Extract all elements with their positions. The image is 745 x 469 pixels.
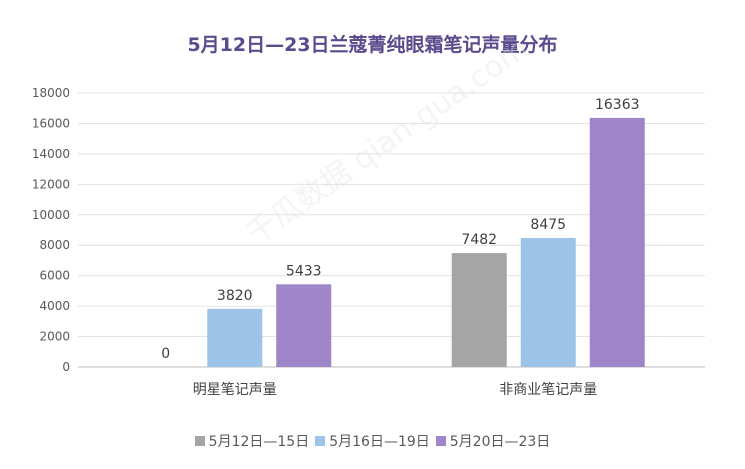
legend-label: 5月12日—15日 [208, 434, 310, 450]
x-tick-label: 非商业笔记声量 [499, 382, 597, 398]
chart-title: 5月12日—23日兰蔻菁纯眼霜笔记声量分布 [187, 34, 558, 56]
bar [520, 237, 576, 367]
legend-swatch [194, 436, 205, 446]
watermark: 千瓜数据 qian-gua.com [240, 31, 535, 252]
bar [451, 253, 507, 367]
legend: 5月12日—15日 5月16日—19日 5月20日—23日 [0, 431, 745, 451]
y-tick-label: 18000 [32, 86, 70, 100]
bar [276, 284, 332, 367]
legend-swatch [435, 436, 446, 446]
bar [207, 308, 263, 367]
bar [589, 117, 645, 367]
y-tick-label: 6000 [39, 269, 70, 283]
y-tick-label: 2000 [39, 330, 70, 344]
legend-item: 5月20日—23日 [435, 431, 551, 451]
y-tick-label: 16000 [32, 116, 70, 130]
legend-label: 5月16日—19日 [329, 434, 430, 450]
data-label: 5433 [286, 263, 322, 279]
y-tick-label: 4000 [39, 299, 70, 313]
y-tick-label: 12000 [32, 177, 70, 191]
legend-swatch [315, 436, 326, 446]
data-label: 8475 [530, 217, 566, 233]
data-label: 3820 [217, 288, 253, 304]
y-tick-label: 10000 [32, 208, 70, 222]
y-tick-label: 14000 [32, 147, 70, 161]
legend-item: 5月12日—15日 [194, 431, 310, 451]
data-label: 7482 [461, 232, 497, 248]
legend-label: 5月20日—23日 [449, 434, 551, 450]
data-label: 0 [161, 346, 170, 362]
y-tick-label: 0 [62, 360, 70, 374]
x-tick-label: 明星笔记声量 [193, 382, 277, 398]
legend-item: 5月16日—19日 [315, 431, 430, 451]
data-label: 16363 [595, 97, 640, 113]
y-tick-label: 8000 [39, 238, 70, 252]
